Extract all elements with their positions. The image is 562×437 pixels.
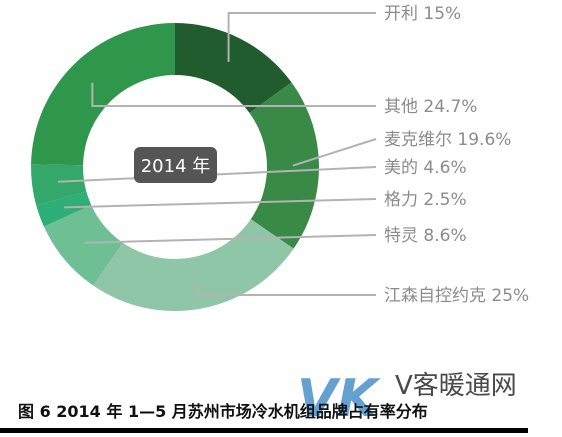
donut-slice-2 xyxy=(249,82,319,249)
slice-label-1: 开利 15% xyxy=(384,4,461,24)
leader-line-3 xyxy=(195,283,376,296)
leader-line-1 xyxy=(227,12,376,62)
donut-slice-6 xyxy=(31,164,87,206)
donut-slice-1 xyxy=(175,23,292,113)
slice-label-4: 特灵 8.6% xyxy=(384,226,467,246)
leader-lines xyxy=(57,12,377,296)
caption-rule xyxy=(0,428,528,433)
center-badge: 2014 年 xyxy=(134,147,217,183)
figure-caption: 图 6 2014 年 1—5 月苏州市场冷水机组品牌占有率分布 xyxy=(18,402,428,421)
leader-line-5 xyxy=(64,198,377,209)
figure-caption-row: 图 6 2014 年 1—5 月苏州市场冷水机组品牌占有率分布 xyxy=(18,398,548,422)
leader-line-4 xyxy=(84,234,377,244)
slice-label-5: 格力 2.5% xyxy=(384,190,467,210)
watermark-mark: VK xyxy=(297,369,381,424)
slice-label-6: 美的 4.6% xyxy=(384,158,467,178)
watermark-text: V客暖通网 xyxy=(395,371,517,401)
center-label: 2014 年 xyxy=(141,156,211,177)
slice-labels: 开利 15% 麦克维尔 19.6% 江森自控约克 25% 特灵 8.6% 格力 2.5%… xyxy=(384,4,529,306)
donut-chart: 开利 15% 麦克维尔 19.6% 江森自控约克 25% 特灵 8.6% 格力 2.5%… xyxy=(31,4,529,311)
slice-label-3: 江森自控约克 25% xyxy=(384,286,529,306)
leader-line-2 xyxy=(292,138,377,167)
donut-slice-4 xyxy=(43,205,123,286)
slice-label-7: 其他 24.7% xyxy=(384,97,477,117)
donut-slice-5 xyxy=(36,191,92,227)
donut-slices xyxy=(31,23,319,311)
donut-slice-7 xyxy=(31,23,176,166)
donut-slice-3 xyxy=(93,219,294,311)
watermark-logo: VK V客暖通网 xyxy=(297,369,517,424)
leader-line-7 xyxy=(91,82,376,107)
slice-label-2: 麦克维尔 19.6% xyxy=(384,130,511,150)
